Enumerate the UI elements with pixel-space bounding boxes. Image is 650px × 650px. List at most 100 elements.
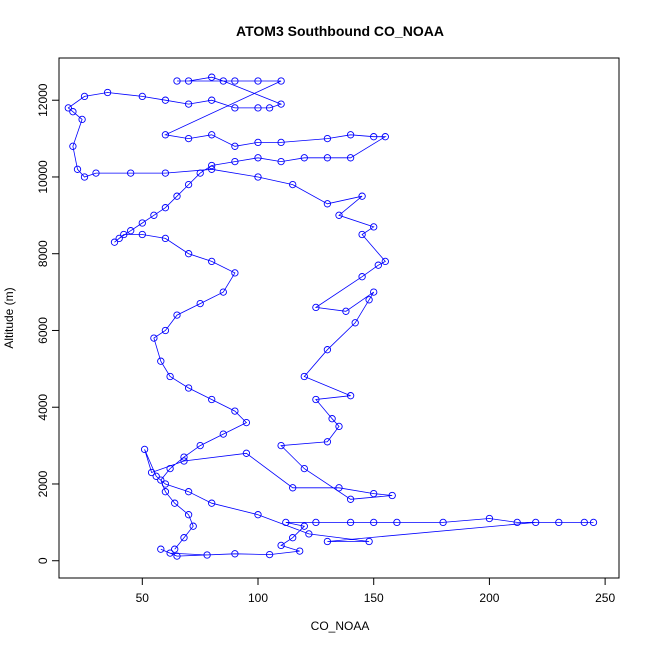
data-point [69,142,77,150]
data-point [323,537,332,546]
data-point [161,326,170,335]
y-tick-label: 10000 [36,160,50,194]
data-point [115,234,123,243]
data-point [150,334,158,342]
data-point [231,269,239,277]
data-point [346,131,355,139]
plot-frame [58,57,620,579]
data-point [277,541,285,550]
data-point [300,522,308,530]
data-point [277,441,285,450]
data-point [381,257,389,266]
data-point [300,372,308,381]
data-point [305,530,313,538]
data-point [242,449,251,457]
data-point [254,138,262,147]
data-point [265,104,274,112]
data-point [254,154,262,162]
data-point [166,464,174,473]
data-point [184,77,193,85]
data-point [254,77,262,85]
data-point [138,230,146,239]
series-layer [64,73,598,560]
data-point [110,238,119,246]
data-point [64,104,72,112]
data-point [184,180,193,189]
data-point [219,430,227,438]
data-point [370,518,378,527]
data-point [254,104,262,112]
data-point [346,495,355,503]
data-point [296,547,304,555]
x-tick-label: 150 [364,591,384,605]
data-point [231,550,239,558]
data-point [312,303,320,312]
data-point [231,407,239,415]
data-point [92,169,100,177]
x-tick-label: 250 [595,591,615,605]
data-point [323,438,332,446]
data-point [277,138,285,147]
data-point [589,518,598,527]
data-point [180,457,188,465]
data-point [208,161,216,170]
data-point [184,100,193,108]
data-point [80,92,89,101]
chart-title: ATOM3 Southbound CO_NOAA [236,23,444,39]
data-point [335,422,343,431]
data-point [152,472,160,480]
data-point [184,250,193,258]
data-point [370,489,378,498]
data-point [242,418,251,427]
data-point [328,415,336,423]
data-point [312,518,320,527]
data-point [312,395,320,404]
data-point [208,73,216,81]
data-point [323,134,332,143]
data-point [196,169,204,177]
data-point [127,227,135,235]
data-point [282,518,290,527]
data-point [231,157,239,166]
data-point [161,96,170,104]
data-point [513,518,521,527]
x-axis-label: CO_NOAA [311,619,370,633]
data-point [346,518,355,527]
data-point [289,534,297,542]
x-tick-label: 200 [479,591,499,605]
data-point [140,445,149,454]
data-point [485,514,494,523]
y-tick-label: 2000 [36,470,50,497]
data-point [532,518,540,527]
data-point [157,545,165,553]
data-point [265,550,274,559]
data-point [208,499,216,507]
data-point [370,133,378,141]
data-point [196,441,204,450]
data-point [80,173,89,181]
y-tick-label: 0 [36,557,50,564]
y-tick-label: 4000 [36,394,50,421]
data-point [289,180,297,189]
data-point [365,537,373,546]
data-point [208,257,216,266]
data-point [555,518,563,527]
data-point [346,154,355,162]
y-tick-label: 6000 [36,317,50,344]
data-point [351,319,359,327]
data-point [231,142,239,150]
data-point [219,77,227,85]
data-point [184,134,193,143]
y-tick-label: 8000 [36,240,50,267]
data-point [335,211,343,219]
data-point [323,346,332,354]
data-point [157,476,165,484]
data-point [73,165,82,173]
data-point [208,131,216,139]
data-point [289,484,297,492]
data-point [138,219,146,227]
data-point [69,108,77,116]
data-point [103,88,112,97]
data-point [388,491,396,500]
